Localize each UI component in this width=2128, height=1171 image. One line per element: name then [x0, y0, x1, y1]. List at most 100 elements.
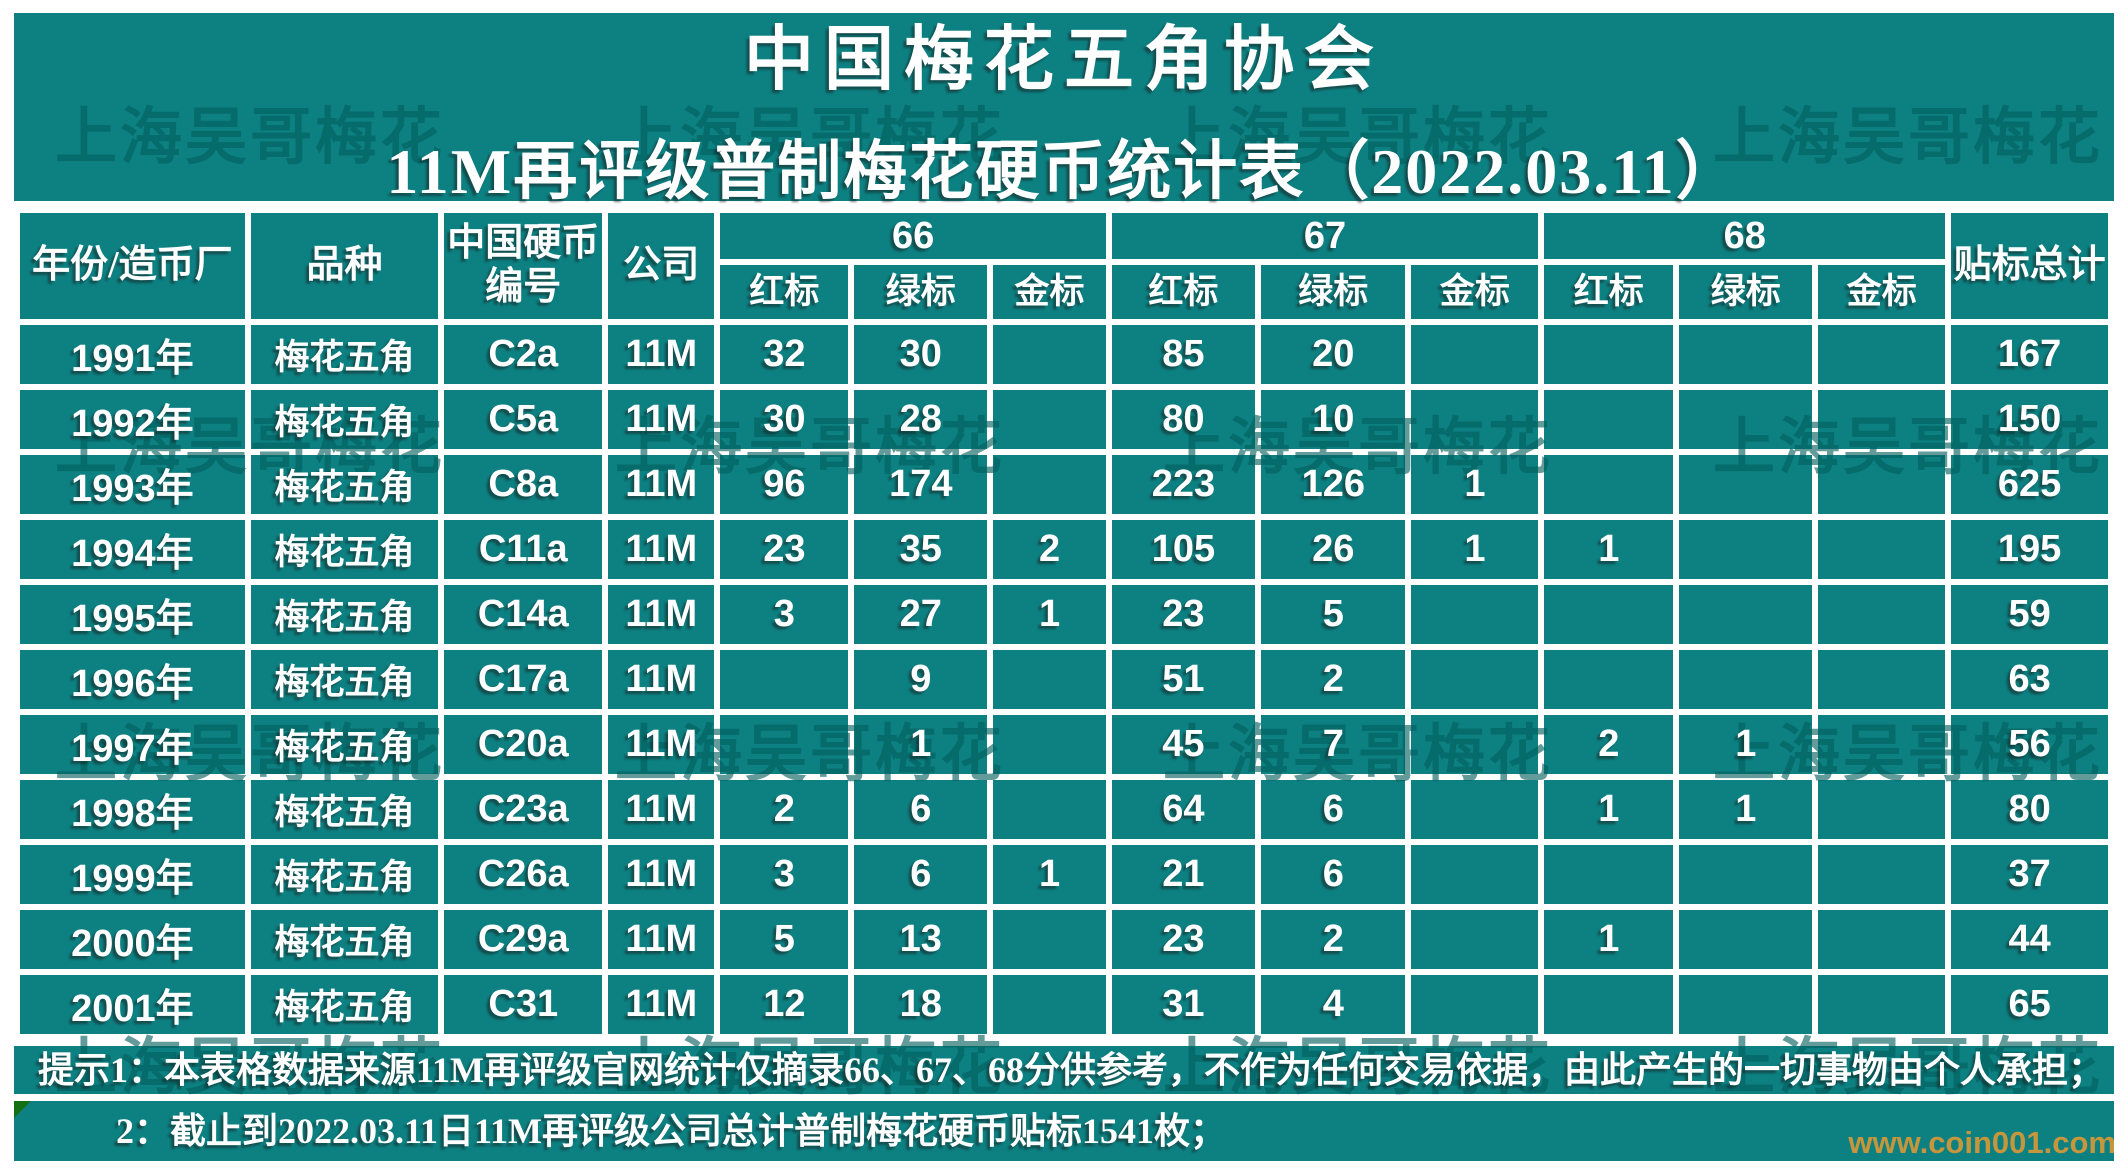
count-cell: [1538, 449, 1680, 520]
count-cell: 64: [1105, 774, 1262, 845]
company-cell: 11M: [602, 579, 721, 650]
year-cell: 2001年: [14, 969, 251, 1040]
count-cell: [987, 969, 1112, 1040]
coin-no-cell: C31: [438, 969, 609, 1040]
total-cell: 65: [1945, 969, 2114, 1040]
count-cell: [1812, 579, 1952, 650]
total-cell: 80: [1945, 774, 2114, 845]
table-row: 1993年 梅花五角 C8a 11M 96 174 223 126 1 625: [14, 449, 2114, 520]
count-cell: 6: [1255, 774, 1412, 845]
col-header-variety: 品种: [244, 207, 445, 325]
count-cell: [1405, 774, 1545, 845]
year-cell: 1995年: [14, 579, 251, 650]
count-cell: [1405, 319, 1545, 390]
count-cell: [1405, 384, 1545, 455]
count-cell: 3: [714, 579, 855, 650]
count-cell: 1: [1405, 514, 1545, 585]
header-sub-row: 红标 绿标 金标 红标 绿标 金标 红标 绿标 金标: [17, 259, 2111, 325]
count-cell: [1673, 384, 1819, 455]
total-cell: 195: [1945, 514, 2114, 585]
col-header-coin-no: 中国硬币编号: [438, 207, 609, 325]
company-cell: 11M: [602, 514, 721, 585]
variety-cell: 梅花五角: [244, 839, 445, 910]
company-cell: 11M: [602, 969, 721, 1040]
count-cell: 45: [1105, 709, 1262, 780]
variety-cell: 梅花五角: [244, 904, 445, 975]
count-cell: 1: [987, 839, 1112, 910]
count-cell: 80: [1105, 384, 1262, 455]
year-cell: 1996年: [14, 644, 251, 715]
count-cell: [1405, 709, 1545, 780]
green-corner-triangle-icon: [14, 1101, 31, 1118]
total-cell: 59: [1945, 579, 2114, 650]
count-cell: [1673, 449, 1819, 520]
company-cell: 11M: [602, 774, 721, 845]
col-header-67-gold-label: 金标: [1405, 259, 1545, 325]
variety-cell: 梅花五角: [244, 319, 445, 390]
table-row: 1997年 梅花五角 C20a 11M 1 45 7 2 1 56: [14, 709, 2114, 780]
count-cell: 7: [1255, 709, 1412, 780]
table-row: 1995年 梅花五角 C14a 11M 3 27 1 23 5 59: [14, 579, 2114, 650]
count-cell: [1812, 969, 1952, 1040]
count-cell: 18: [848, 969, 994, 1040]
count-cell: 4: [1255, 969, 1412, 1040]
col-header-total: 贴标总计: [1945, 207, 2114, 325]
year-cell: 1999年: [14, 839, 251, 910]
variety-cell: 梅花五角: [244, 579, 445, 650]
page-subtitle: 11M再评级普制梅花硬币统计表（2022.03.11）: [386, 135, 1742, 207]
count-cell: [1538, 644, 1680, 715]
count-cell: [1812, 319, 1952, 390]
table-row: 1992年 梅花五角 C5a 11M 30 28 80 10 150: [14, 384, 2114, 455]
count-cell: [987, 644, 1112, 715]
variety-cell: 梅花五角: [244, 709, 445, 780]
stats-table-body: 1991年 梅花五角 C2a 11M 32 30 85 20 167 1992年 梅花五角 C5a 11…: [14, 319, 2114, 1040]
coin-no-cell: C26a: [438, 839, 609, 910]
count-cell: 5: [714, 904, 855, 975]
year-cell: 1992年: [14, 384, 251, 455]
total-cell: 150: [1945, 384, 2114, 455]
year-cell: 1997年: [14, 709, 251, 780]
year-cell: 1993年: [14, 449, 251, 520]
count-cell: 10: [1255, 384, 1412, 455]
count-cell: [1812, 904, 1952, 975]
count-cell: [987, 774, 1112, 845]
count-cell: 1: [1405, 449, 1545, 520]
company-cell: 11M: [602, 319, 721, 390]
company-cell: 11M: [602, 644, 721, 715]
count-cell: 6: [848, 774, 994, 845]
count-cell: [1405, 644, 1545, 715]
col-header-company: 公司: [602, 207, 721, 325]
count-cell: [987, 384, 1112, 455]
variety-cell: 梅花五角: [244, 644, 445, 715]
coin-no-cell: C8a: [438, 449, 609, 520]
total-cell: 167: [1945, 319, 2114, 390]
col-header-grade-68: 68: [1538, 207, 1952, 265]
table-row: 1999年 梅花五角 C26a 11M 3 6 1 21 6 37: [14, 839, 2114, 910]
count-cell: 51: [1105, 644, 1262, 715]
count-cell: 35: [848, 514, 994, 585]
table-row: 1991年 梅花五角 C2a 11M 32 30 85 20 167: [14, 319, 2114, 390]
table-row: 1994年 梅花五角 C11a 11M 23 35 2 105 26 1 1 195: [14, 514, 2114, 585]
year-cell: 1991年: [14, 319, 251, 390]
count-cell: [987, 709, 1112, 780]
count-cell: 12: [714, 969, 855, 1040]
count-cell: 2: [1538, 709, 1680, 780]
variety-cell: 梅花五角: [244, 384, 445, 455]
count-cell: [1673, 904, 1819, 975]
table-row: 1996年 梅花五角 C17a 11M 9 51 2 63: [14, 644, 2114, 715]
variety-cell: 梅花五角: [244, 514, 445, 585]
company-cell: 11M: [602, 449, 721, 520]
count-cell: 13: [848, 904, 994, 975]
count-cell: 23: [1105, 579, 1262, 650]
company-cell: 11M: [602, 904, 721, 975]
count-cell: 1: [1538, 774, 1680, 845]
count-cell: 1: [1538, 514, 1680, 585]
year-cell: 2000年: [14, 904, 251, 975]
count-cell: 6: [848, 839, 994, 910]
company-cell: 11M: [602, 384, 721, 455]
count-cell: 1: [1673, 709, 1819, 780]
col-header-67-green-label: 绿标: [1255, 259, 1412, 325]
count-cell: [987, 904, 1112, 975]
variety-cell: 梅花五角: [244, 969, 445, 1040]
count-cell: [1673, 319, 1819, 390]
